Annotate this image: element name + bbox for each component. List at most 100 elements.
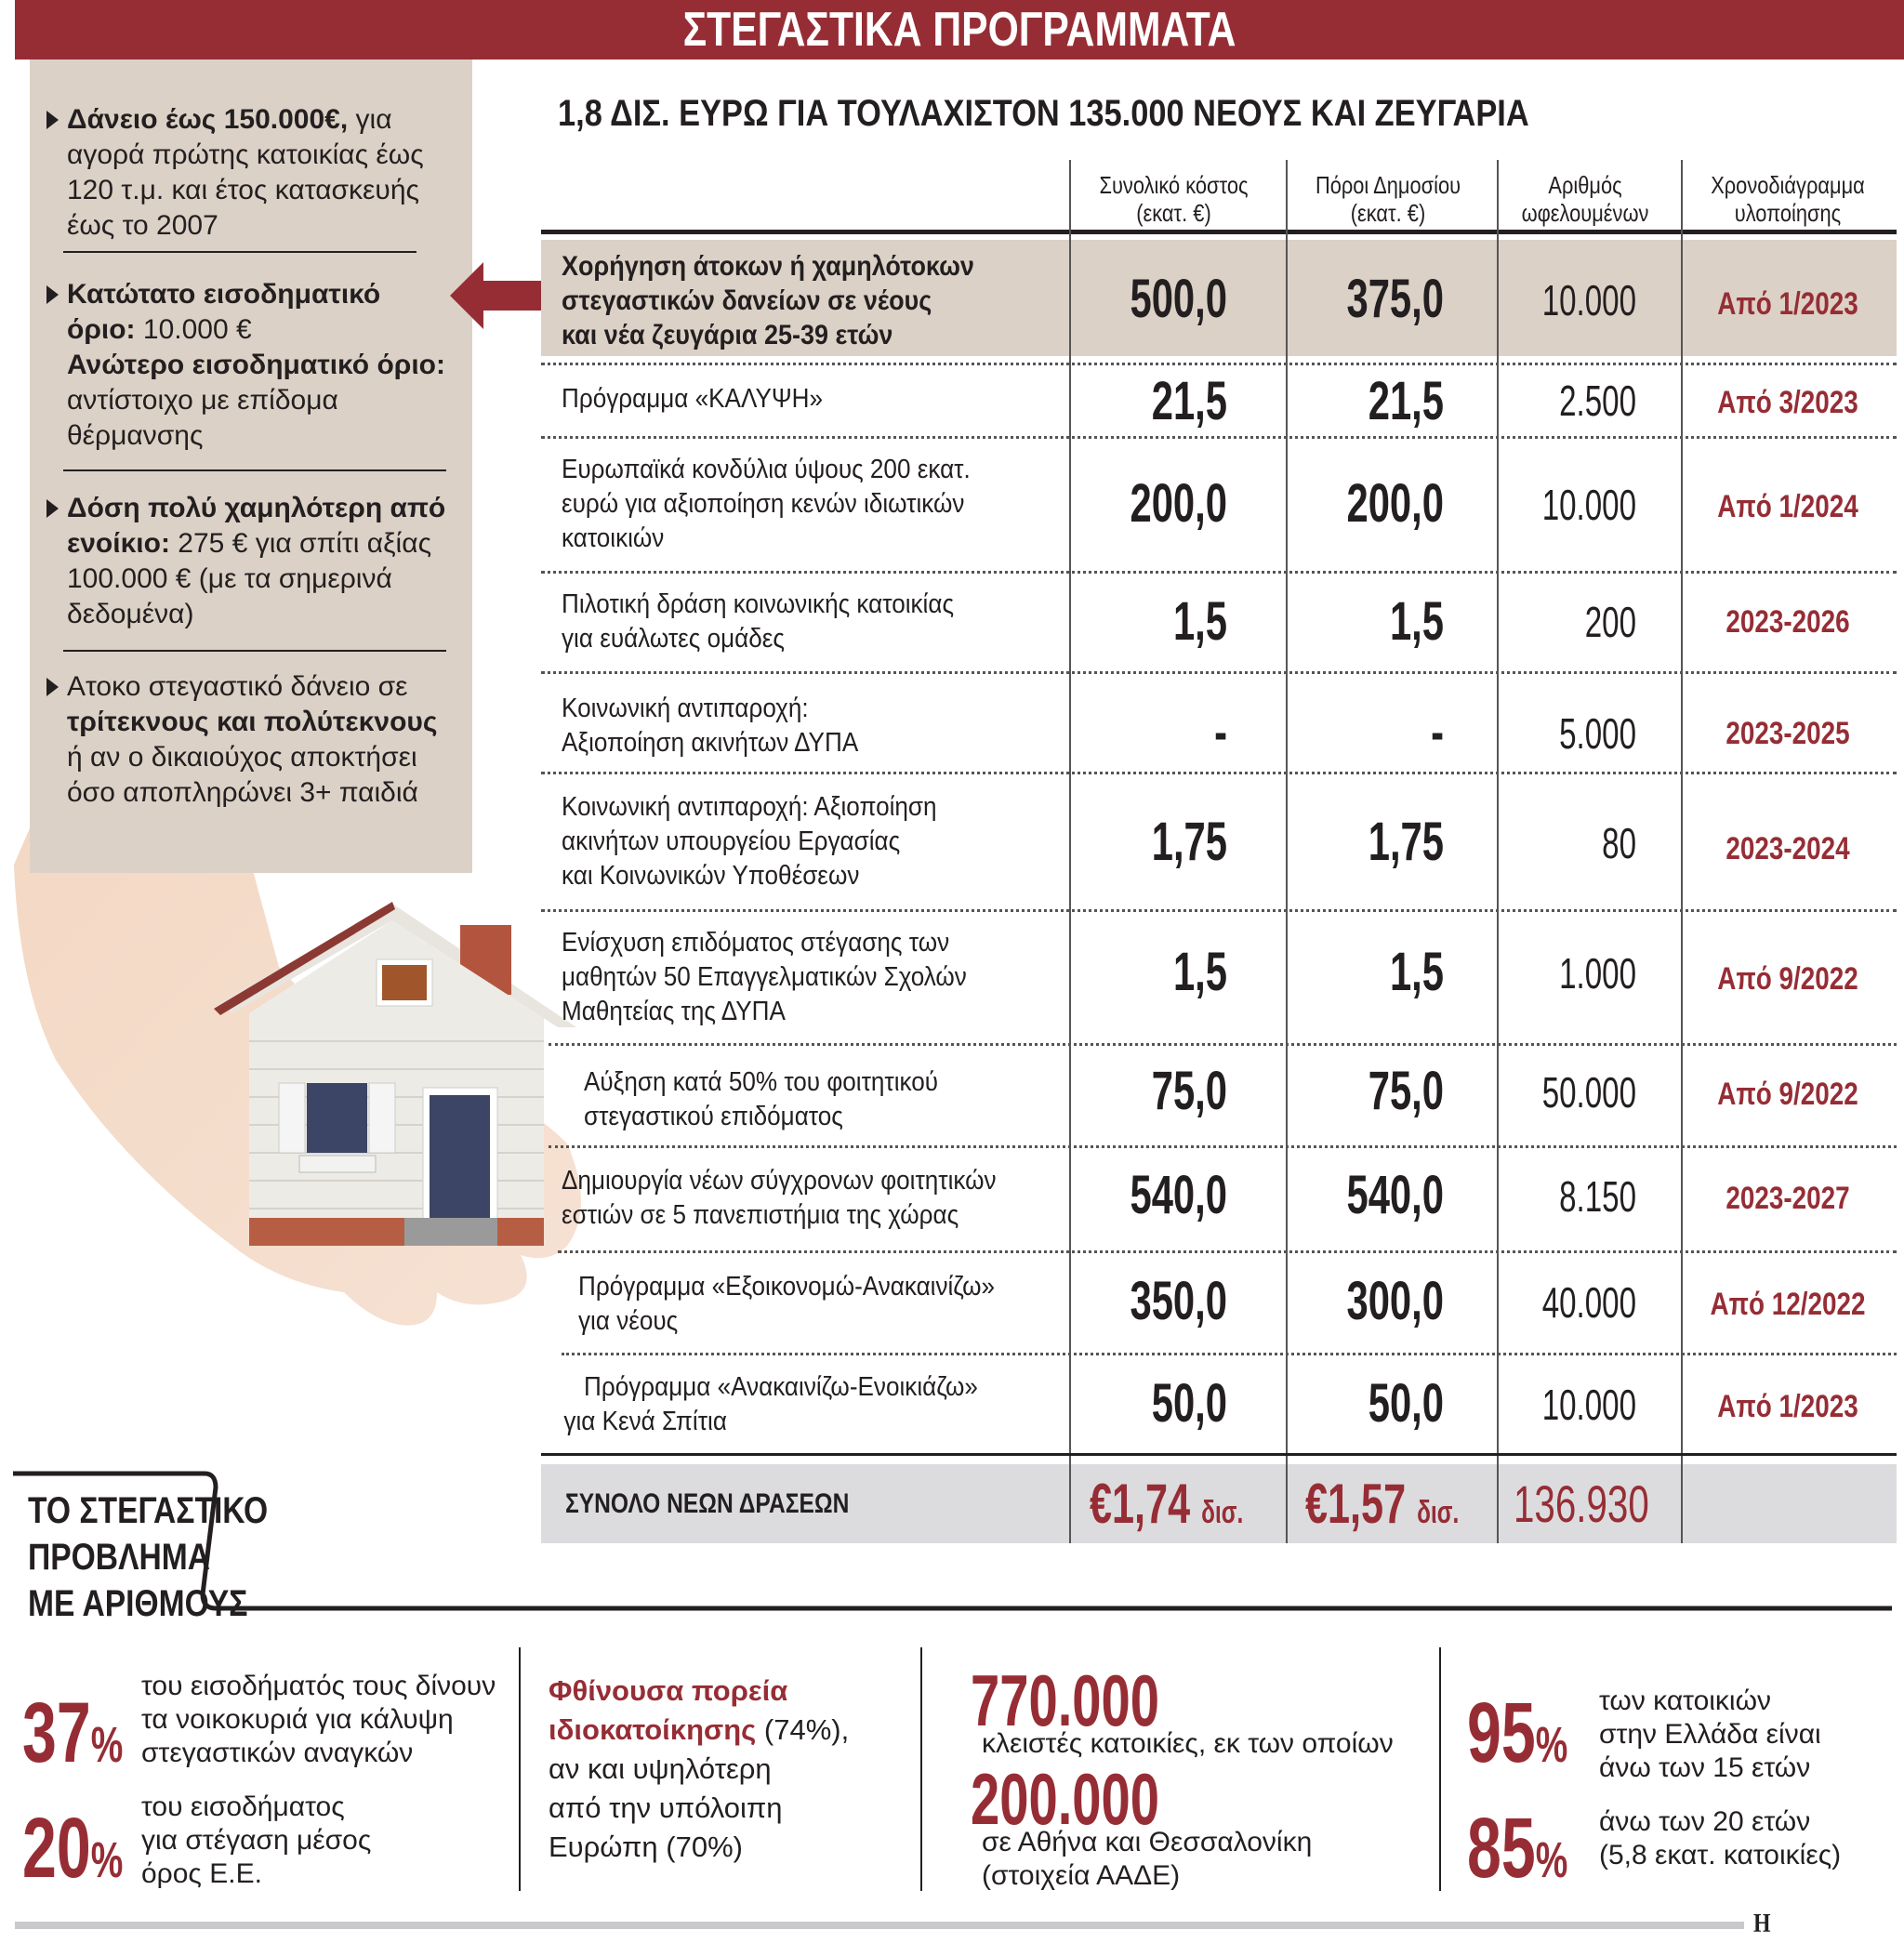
row-description: Κοινωνική αντιπαροχή: Αξιοποίηση ακινήτω… xyxy=(562,790,937,893)
cell-beneficiaries: 50.000 xyxy=(1541,1068,1636,1117)
desc-line: Πρόγραμμα «Ανακαινίζω-Ενοικιάζω» xyxy=(584,1372,978,1402)
bullet-text: 10.000 € xyxy=(135,314,252,345)
header-line: ωφελουμένων xyxy=(1521,199,1649,227)
stat-20-percent: 20% xyxy=(22,1805,123,1891)
bullet-text: 275 € για σπίτι αξίας 100.000 € (με τα σ… xyxy=(67,528,432,629)
cell-public-funds: 50,0 xyxy=(1368,1373,1444,1434)
triangle-bullet-icon xyxy=(46,111,59,129)
cell-beneficiaries: 40.000 xyxy=(1541,1278,1636,1327)
stat-line: Ευρώπη (70%) xyxy=(549,1831,743,1863)
column-header-timeline: Χρονοδιάγραμμα υλοποίησης xyxy=(1698,171,1877,227)
cell-public-funds: 540,0 xyxy=(1346,1165,1444,1225)
desc-line: Πιλοτική δράση κοινωνικής κατοικίας xyxy=(562,589,955,619)
stat-line: από την υπόλοιπη xyxy=(549,1791,783,1824)
publisher-logo: Η ΚΑΘΗΜΕΡΙΝΗ xyxy=(1753,1910,1904,1943)
table-row: Ευρωπαϊκά κονδύλια ύψους 200 εκατ. ευρώ … xyxy=(541,442,1897,567)
desc-line: στεγαστικού επιδόματος xyxy=(584,1102,843,1131)
desc-line: και Κοινωνικών Υποθέσεων xyxy=(562,861,860,891)
row-description: Πιλοτική δράση κοινωνικής κατοικίας για … xyxy=(562,588,954,656)
cell-total-cost: 1,75 xyxy=(1151,812,1227,872)
row-divider xyxy=(549,1145,1897,1148)
cell-timeline: 2023-2025 xyxy=(1726,716,1850,751)
stat-line: άνω των 20 ετών xyxy=(1599,1806,1811,1837)
desc-line: Πρόγραμμα «ΚΑΛΥΨΗ» xyxy=(562,384,824,414)
cell-beneficiaries: 200 xyxy=(1584,598,1636,646)
table-row: Πρόγραμμα «ΚΑΛΥΨΗ» xyxy=(541,367,1897,432)
row-description: Ευρωπαϊκά κονδύλια ύψους 200 εκατ. ευρώ … xyxy=(562,453,971,556)
column-divider xyxy=(519,1647,521,1891)
stat-homeownership: Φθίνουσα πορεία ιδιοκατοίκησης (74%), αν… xyxy=(549,1672,849,1867)
cell-total-cost: - xyxy=(1214,702,1227,762)
cell-timeline: Από 3/2023 xyxy=(1717,385,1858,420)
cell-beneficiaries: 80 xyxy=(1602,819,1636,867)
cell-total-cost: 21,5 xyxy=(1151,371,1227,431)
cell-timeline: Από 1/2023 xyxy=(1717,1389,1858,1424)
stat-description: του εισοδήματος για στέγαση μέσος όρος Ε… xyxy=(141,1791,371,1891)
desc-line: για νέους xyxy=(578,1306,679,1336)
cell-total-cost: 1,5 xyxy=(1172,942,1227,1002)
table-row-highlighted xyxy=(541,240,1897,356)
cell-public-funds: 200,0 xyxy=(1346,473,1444,534)
desc-line: Αξιοποίηση ακινήτων ΔΥΠΑ xyxy=(562,728,859,758)
hand-holding-house-illustration xyxy=(14,725,581,1326)
cell-timeline: 2023-2026 xyxy=(1726,604,1850,640)
stat-line: κλειστές κατοικίες, εκ των οποίων xyxy=(982,1728,1394,1759)
stat-closed-homes: 770.000 xyxy=(971,1659,1160,1741)
cell-beneficiaries: 2.500 xyxy=(1559,377,1636,425)
row-description: Πρόγραμμα «ΚΑΛΥΨΗ» xyxy=(562,382,823,416)
row-divider xyxy=(541,909,1897,912)
footer-rule xyxy=(15,1922,1744,1929)
bullet-bold-text: Ανώτερο εισοδηματικό όριο: xyxy=(67,350,445,380)
sidebar-panel xyxy=(30,59,472,873)
table-total-row: ΣΥΝΟΛΟ ΝΕΩΝ ΔΡΑΣΕΩΝ €1,74 δισ. €1,57 δισ… xyxy=(541,1464,1897,1543)
cell-beneficiaries: 8.150 xyxy=(1559,1172,1636,1221)
column-divider xyxy=(1439,1647,1441,1891)
header-line: Συνολικό κόστος xyxy=(1099,171,1249,199)
stat-line: των κατοικιών xyxy=(1599,1685,1772,1716)
stat-value: 20 xyxy=(22,1801,91,1896)
row-divider xyxy=(541,772,1897,774)
percent-sign: % xyxy=(1535,1832,1568,1888)
triangle-bullet-icon xyxy=(46,678,59,696)
desc-line: Χορήγηση άτοκων ή χαμηλότοκων xyxy=(562,251,974,282)
stat-line: στεγαστικών αναγκών xyxy=(141,1738,414,1768)
column-header-total-cost: Συνολικό κόστος (εκατ. €) xyxy=(1086,171,1262,227)
stat-description: των κατοικιών στην Ελλάδα είναι άνω των … xyxy=(1599,1685,1821,1785)
header-line: Χρονοδιάγραμμα xyxy=(1711,171,1865,199)
percent-sign: % xyxy=(90,1832,124,1888)
row-divider xyxy=(558,1250,1897,1253)
total-cost-value: €1,74 xyxy=(1090,1473,1191,1535)
stat-value: 37 xyxy=(22,1685,91,1780)
desc-line: Ευρωπαϊκά κονδύλια ύψους 200 εκατ. xyxy=(562,455,971,484)
desc-line: Δημιουργία νέων σύγχρονων φοιτητικών xyxy=(562,1166,997,1196)
desc-line: στεγαστικών δανείων σε νέους xyxy=(562,285,932,316)
bullet-bold-text: Δόση πολύ χαμηλότερη από ενοίκιο: xyxy=(67,493,446,559)
cell-beneficiaries: 10.000 xyxy=(1541,481,1636,529)
cell-public-funds: 1,75 xyxy=(1368,812,1444,872)
header-rule xyxy=(541,230,1897,234)
table-row: Πρόγραμμα «Ανακαινίζω-Ενοικιάζω» για Κεν… xyxy=(541,1357,1897,1450)
divider xyxy=(63,469,446,471)
cell-timeline: Από 9/2022 xyxy=(1717,1077,1858,1112)
total-cost: €1,74 δισ. xyxy=(1090,1472,1243,1536)
stat-line: για στέγαση μέσος xyxy=(141,1825,372,1856)
stat-line: άνω των 15 ετών xyxy=(1599,1752,1811,1783)
column-divider xyxy=(1681,1464,1683,1543)
column-header-beneficiaries: Αριθμός ωφελουμένων xyxy=(1511,171,1659,227)
title-line: ΤΟ ΣΤΕΓΑΣΤΙΚΟ xyxy=(28,1490,269,1531)
bullet-bold-text: τρίτεκνους και πολύτεκνους xyxy=(67,707,438,737)
cell-public-funds: 75,0 xyxy=(1368,1061,1444,1121)
stat-line: τα νοικοκυριά για κάλυψη xyxy=(141,1704,454,1735)
cell-public-funds: - xyxy=(1431,702,1444,762)
row-description: Πρόγραμμα «Ανακαινίζω-Ενοικιάζω» για Κεν… xyxy=(563,1370,978,1439)
stat-line: σε Αθήνα και Θεσσαλονίκη xyxy=(982,1827,1313,1857)
cell-public-funds: 300,0 xyxy=(1346,1271,1444,1331)
arrow-left-icon xyxy=(450,262,552,329)
column-divider xyxy=(1286,160,1288,1543)
row-divider xyxy=(549,1043,1897,1046)
desc-line: Ενίσχυση επιδόματος στέγασης των xyxy=(562,928,950,958)
cell-total-cost: 500,0 xyxy=(1130,269,1227,329)
table-row: Πρόγραμμα «Εξοικονομώ-Ανακαινίζω» για νέ… xyxy=(541,1255,1897,1348)
stat-line: του εισοδήματός τους δίνουν xyxy=(141,1671,496,1701)
header-banner: ΣΤΕΓΑΣΤΙΚΑ ΠΡΟΓΡΑΜΜΑΤΑ xyxy=(15,0,1904,59)
